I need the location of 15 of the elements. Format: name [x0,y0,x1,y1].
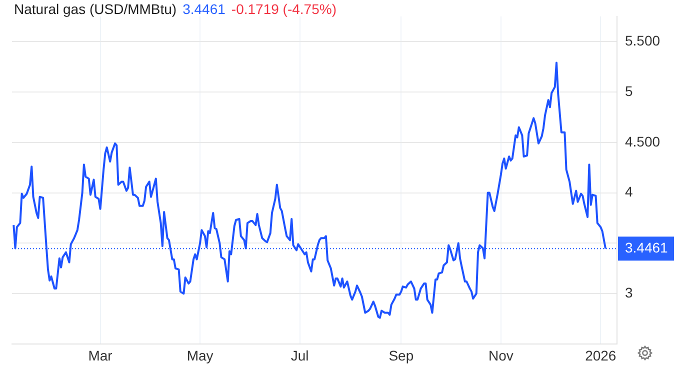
x-tick-label: Nov [488,347,514,364]
ref-line-label: 3.4461 [625,239,668,256]
x-tick-label: Jul [290,347,309,364]
y-tick-label: 5.500 [625,32,660,48]
x-tick-label: Mar [88,347,113,364]
y-tick-label: 3 [625,284,633,300]
x-tick-label: 2026 [585,347,616,364]
y-tick-label: 5 [625,82,633,99]
annotation: -0.1719 (-4.75%) [231,1,336,17]
annotation: 3.4461 [182,1,226,17]
y-tick-label: 4 [625,184,633,200]
chart-title: Natural gas (USD/MMBtu) [14,1,177,17]
x-tick-label: Sep [388,347,414,364]
x-tick-label: May [186,347,214,364]
y-tick-label: 4.500 [625,133,660,150]
